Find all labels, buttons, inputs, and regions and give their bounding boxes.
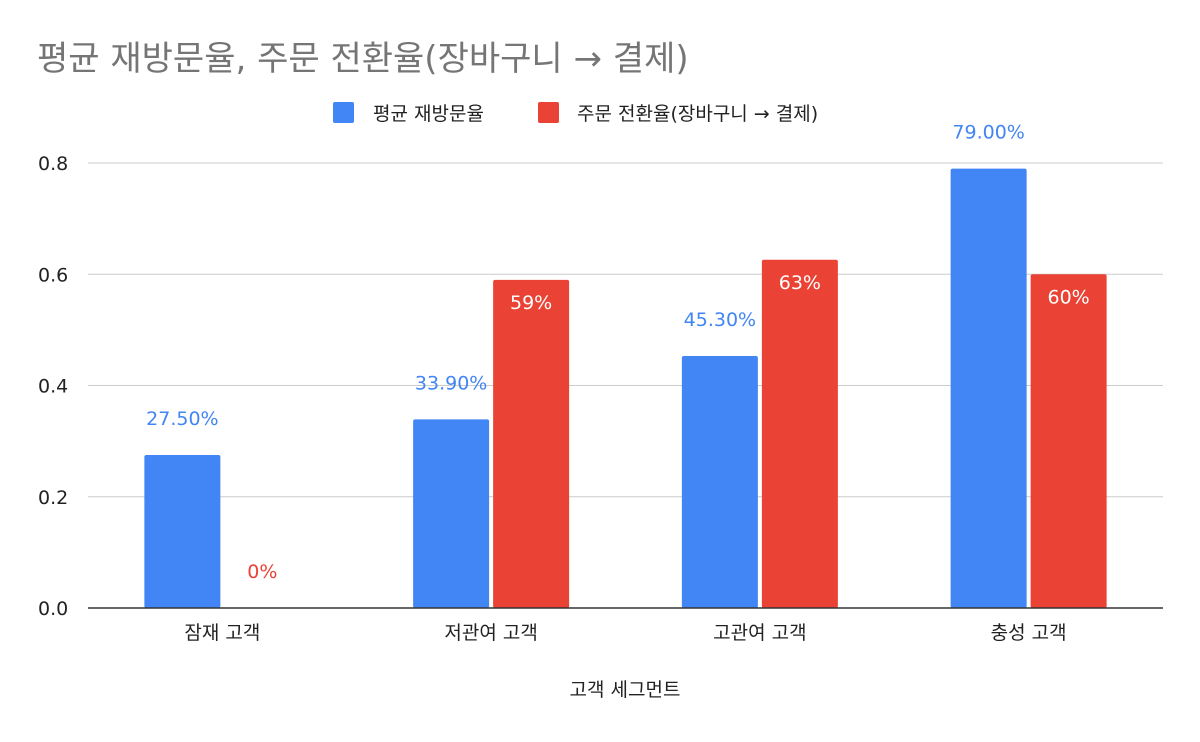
data-label: 27.50%	[146, 408, 218, 430]
legend-label-order-conversion-rate: 주문 전환율(장바구니 → 결제)	[577, 103, 818, 125]
y-tick-label: 0.8	[38, 153, 68, 175]
bar	[761, 259, 838, 608]
x-tick-label: 잠재 고객	[184, 622, 260, 644]
data-label: 33.90%	[415, 372, 487, 394]
y-tick-label: 0.0	[38, 598, 68, 620]
x-axis-category-labels: 잠재 고객 저관여 고객 고관여 고객 충성 고객	[184, 622, 1066, 644]
x-tick-label: 충성 고객	[991, 622, 1067, 644]
legend-swatch-avg-revisit-rate	[333, 102, 354, 123]
data-label: 59%	[510, 292, 552, 314]
bar	[413, 419, 490, 608]
bar	[681, 356, 758, 608]
bar	[144, 455, 221, 608]
bar	[1030, 274, 1107, 608]
x-axis-title: 고객 세그먼트	[570, 679, 681, 701]
data-label: 79.00%	[952, 122, 1024, 144]
legend-label-avg-revisit-rate: 평균 재방문율	[373, 103, 484, 125]
bar	[950, 168, 1027, 608]
legend-swatch-order-conversion-rate	[538, 102, 559, 123]
data-labels: 27.50% 0% 33.90% 59% 45.30% 63% 79.00% 60%	[146, 122, 1090, 583]
y-axis-tick-labels: 0.0 0.2 0.4 0.6 0.8	[38, 153, 68, 620]
bars	[144, 168, 1107, 608]
chart-title: 평균 재방문율, 주문 전환율(장바구니 → 결제)	[37, 39, 689, 79]
y-tick-label: 0.2	[38, 487, 68, 509]
data-label: 0%	[247, 561, 277, 583]
x-tick-label: 고관여 고객	[713, 622, 806, 644]
legend: 평균 재방문율 주문 전환율(장바구니 → 결제)	[333, 102, 818, 125]
y-tick-label: 0.6	[38, 264, 68, 286]
data-label: 45.30%	[684, 309, 756, 331]
bar	[493, 279, 570, 608]
data-label: 60%	[1048, 286, 1090, 308]
x-tick-label: 저관여 고객	[444, 622, 537, 644]
y-tick-label: 0.4	[38, 376, 68, 398]
data-label: 63%	[779, 272, 821, 294]
